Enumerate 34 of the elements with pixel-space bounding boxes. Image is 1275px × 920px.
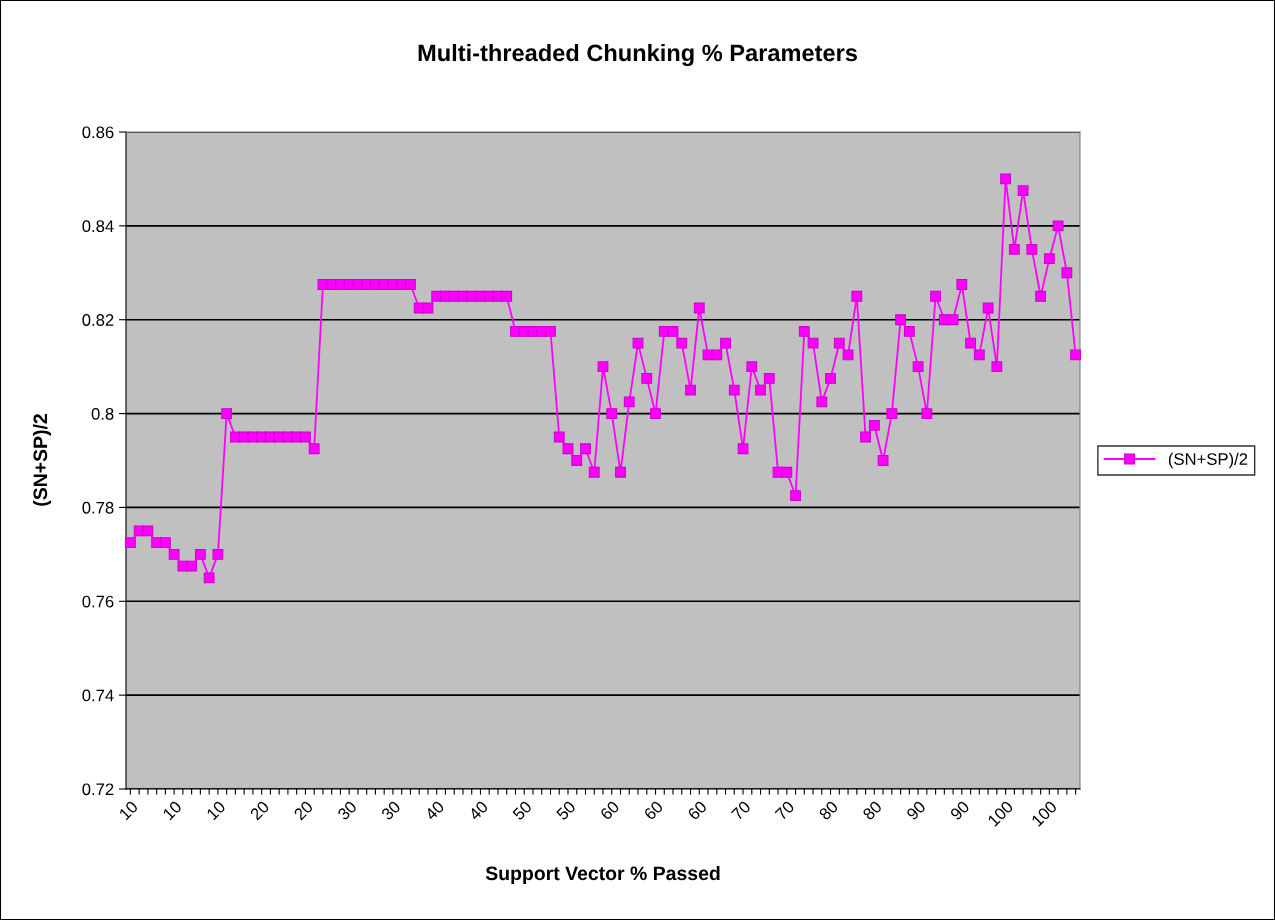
x-tick-label: 30 — [380, 800, 402, 821]
y-tick-label: 0.84 — [82, 220, 114, 233]
x-tick-label: 60 — [687, 800, 708, 821]
x-tick-label: 10 — [118, 800, 139, 821]
x-tick-label: 10 — [162, 800, 183, 821]
y-tick-label: 0.82 — [82, 314, 114, 326]
x-tick-label: 90 — [905, 800, 927, 821]
x-tick-label: 80 — [862, 800, 883, 821]
x-tick-label: 50 — [555, 800, 577, 821]
y-tick-label: 0.76 — [82, 595, 114, 608]
x-tick-label: 40 — [424, 800, 445, 821]
x-tick-label: 40 — [467, 800, 489, 821]
x-tick-label: 80 — [818, 800, 839, 821]
chart-title: Multi-threaded Chunking % Parameters — [418, 43, 857, 67]
x-tick-label: 70 — [730, 800, 752, 821]
x-axis-title: Support Vector % Passed — [485, 865, 720, 885]
x-tick-label: 30 — [336, 800, 358, 821]
y-tick-label: 0.74 — [82, 689, 114, 702]
y-tick-label: 0.8 — [91, 407, 114, 420]
x-tick-label: 60 — [599, 800, 620, 821]
x-tick-label: 60 — [643, 800, 664, 821]
x-tick-label: 50 — [511, 800, 533, 821]
x-tick-label: 20 — [249, 800, 270, 821]
y-tick-label: 0.72 — [82, 783, 114, 796]
x-tick-label: 100 — [1030, 800, 1058, 827]
x-tick-label: 10 — [206, 800, 227, 821]
legend-label: (SN+SP)/2 — [1168, 452, 1248, 469]
y-tick-label: 0.78 — [82, 501, 114, 514]
x-tick-label: 20 — [293, 800, 314, 821]
y-axis-title: (SN+SP)/2 — [32, 414, 52, 506]
y-tick-label: 0.86 — [82, 126, 114, 139]
x-tick-label: 100 — [987, 800, 1014, 827]
x-tick-label: 70 — [774, 800, 795, 821]
x-tick-label: 90 — [949, 800, 971, 821]
